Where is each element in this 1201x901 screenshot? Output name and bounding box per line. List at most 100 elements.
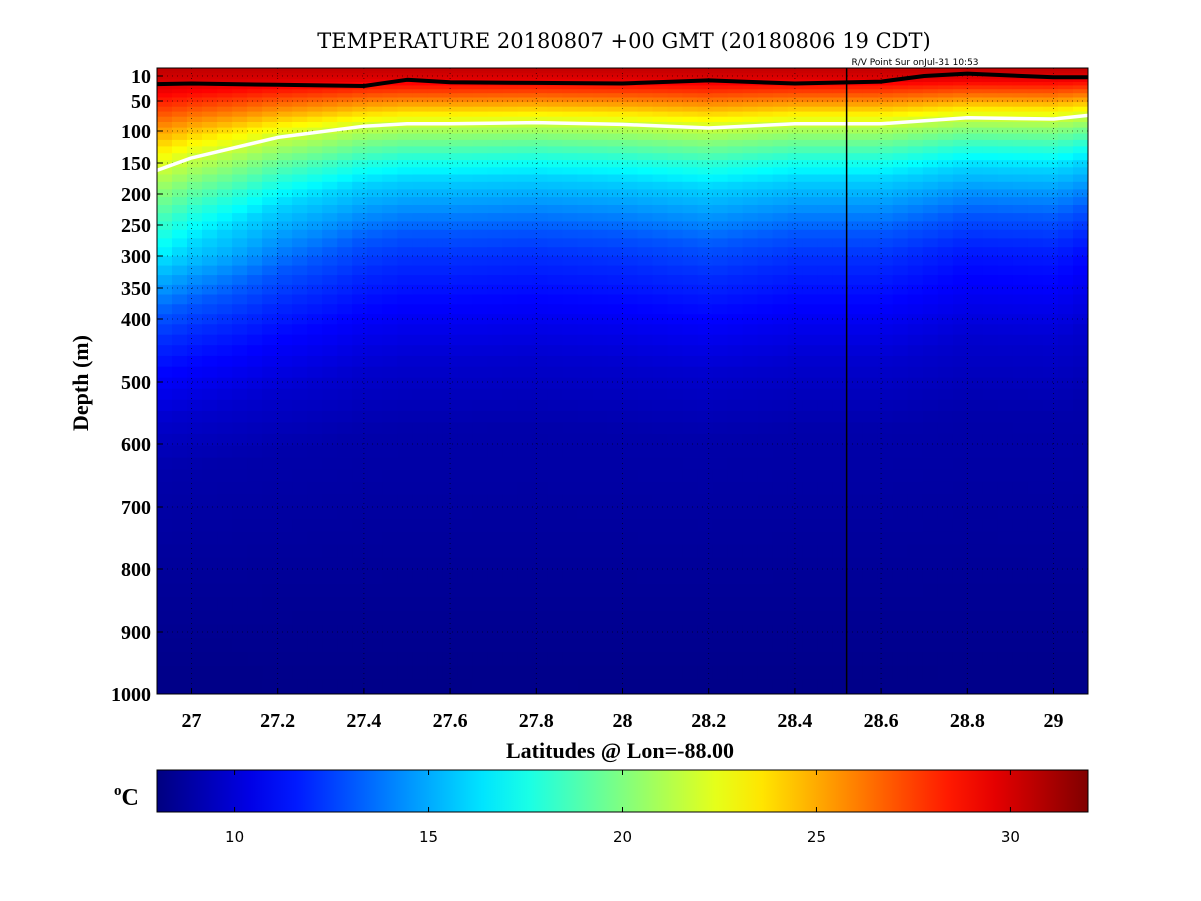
heat-cell [577,457,594,471]
heat-cell [832,624,849,639]
heat-cell [1058,457,1074,471]
heat-cell [712,304,729,315]
heat-cell [352,284,368,296]
heat-cell [667,377,684,390]
heat-cell [937,146,954,154]
heat-cell [997,570,1014,585]
heat-cell [787,160,804,168]
heat-cell [607,106,624,113]
heat-cell [247,494,263,508]
heat-cell [967,445,984,459]
heat-cell [877,213,894,222]
heat-cell [577,106,594,113]
heat-cell [772,160,789,168]
heat-cell [577,411,594,423]
heat-cell [562,422,578,435]
heat-cell [292,97,308,103]
heat-cell [517,221,533,231]
heat-cell [862,494,879,508]
heat-cell [817,238,834,248]
heat-cell [667,229,684,239]
heat-cell [277,388,293,401]
heat-cell [517,494,533,508]
heat-cell [1058,70,1074,74]
heat-cell [277,102,293,108]
heat-cell [217,68,233,70]
heat-cell [517,314,533,325]
heat-cell [322,174,338,183]
heat-cell [517,85,533,90]
heat-cell [682,181,699,190]
heat-cell [832,68,849,70]
heat-cell [487,304,503,315]
heat-cell [652,324,669,336]
heat-cell [217,76,233,80]
heat-cell [247,127,263,135]
heat-cell [202,345,218,357]
heat-cell [202,570,218,585]
heat-cell [757,284,774,296]
y-tick-label: 200 [121,184,151,206]
heat-cell [742,93,759,99]
heat-cell [937,167,954,176]
heat-cell [1012,189,1029,198]
heat-cell [757,388,774,401]
heat-cell [1043,82,1059,86]
heat-cell [1058,557,1074,572]
heat-cell [382,265,398,276]
heat-cell [172,116,188,123]
heat-cell [922,205,939,214]
heat-cell [937,247,954,257]
heat-cell [547,167,563,176]
heat-cell [607,624,624,639]
heat-cell [637,610,654,626]
heat-cell [982,82,999,86]
heat-cell [1073,445,1088,459]
heat-cell [352,388,368,401]
heat-cell [412,133,428,141]
heat-cell [547,345,563,357]
heat-cell [772,275,789,286]
heat-cell [292,506,308,520]
heat-cell [337,679,353,694]
heat-cell [292,519,308,533]
heat-cell [682,174,699,183]
heat-cell [1043,189,1059,198]
heat-cell [982,146,999,154]
heat-cell [217,139,233,148]
heat-cell [982,78,999,83]
heat-cell [502,238,518,248]
heat-cell [697,652,714,667]
heat-cell [622,366,639,379]
heat-cell [697,70,714,74]
heat-cell [502,433,518,447]
heat-cell [787,366,804,379]
heat-cell [907,570,924,585]
heat-cell [682,345,699,357]
heat-cell [952,213,969,222]
heat-cell [487,229,503,239]
heat-cell [877,494,894,508]
heat-cell [157,652,173,667]
heat-cell [712,238,729,248]
heat-cell [667,73,684,77]
heat-cell [847,197,864,206]
heat-cell [967,68,984,72]
heat-cell [1058,275,1074,286]
heat-cell [667,304,684,315]
heat-cell [1012,294,1029,305]
heat-cell [907,160,924,168]
heat-cell [427,133,443,141]
heat-cell [412,399,428,412]
heat-cell [172,544,188,559]
heat-cell [517,127,533,135]
heat-cell [532,469,548,483]
heat-cell [157,68,173,70]
heat-cell [277,167,293,176]
heat-cell [817,355,834,368]
heat-cell [517,304,533,315]
heat-cell [907,411,924,423]
heat-cell [337,544,353,559]
heat-cell [247,294,263,305]
heat-cell [847,89,864,94]
